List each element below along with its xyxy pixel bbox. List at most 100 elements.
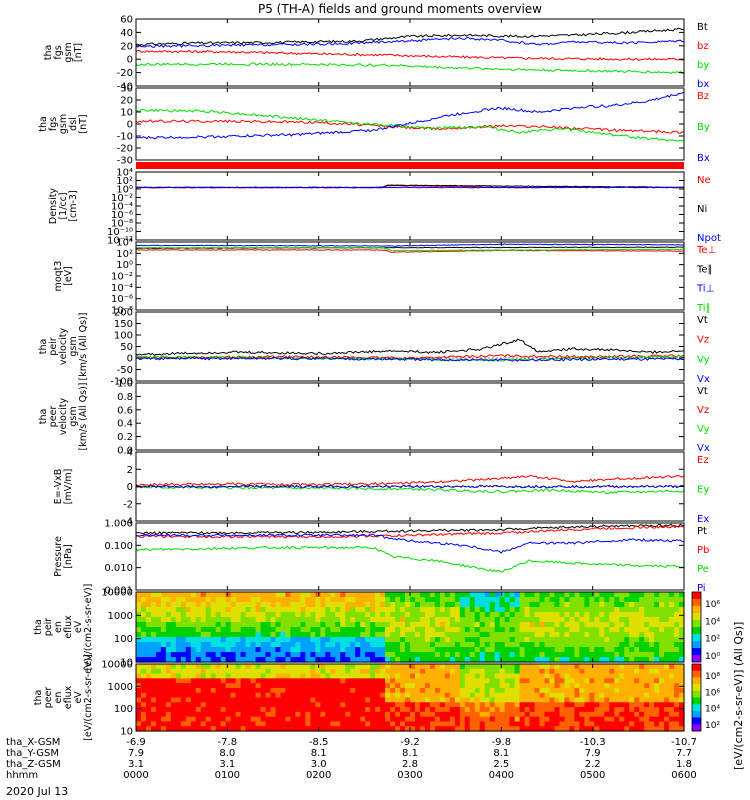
spectrogram-cell — [509, 647, 516, 653]
spectrogram-cell — [584, 711, 590, 718]
spectrogram-cell — [270, 664, 277, 670]
spectrogram-cell — [345, 664, 351, 670]
spectrogram-cell — [674, 657, 680, 663]
spectrogram-cell — [624, 683, 630, 689]
spectrogram-cell — [549, 716, 556, 723]
spectrogram-cell — [300, 607, 306, 613]
spectrogram-cell — [215, 637, 222, 643]
spectrogram-cell — [599, 622, 605, 628]
spectrogram-cell — [639, 726, 645, 732]
spectrogram-cell — [514, 627, 521, 633]
spectrogram-cell — [195, 702, 202, 708]
spectrogram-cell — [195, 673, 202, 679]
spectrogram-cell — [180, 664, 187, 670]
spectrogram-cell — [424, 592, 431, 598]
spectrogram-cell — [315, 617, 321, 623]
spectrogram-cell — [235, 711, 242, 718]
spectrogram-cell — [539, 716, 546, 723]
spectrogram-cell — [200, 632, 207, 638]
spectrogram-cell — [310, 664, 316, 670]
spectrogram-cell — [514, 657, 521, 663]
spectrogram-cell — [584, 664, 590, 670]
spectrogram-cell — [320, 692, 326, 699]
spectrogram-cell — [240, 592, 247, 598]
spectrogram-cell — [285, 668, 292, 675]
spectrogram-cell — [180, 697, 187, 703]
spectrogram-cell — [534, 637, 541, 643]
spectrogram-cell — [380, 702, 386, 708]
spectrogram-cell — [634, 592, 640, 598]
spectrogram-cell — [639, 642, 645, 648]
spectrogram-cell — [400, 647, 406, 653]
spectrogram-cell — [355, 721, 361, 727]
spectrogram-cell — [664, 702, 670, 708]
spectrogram-cell — [429, 668, 436, 675]
spectrogram-cell — [584, 692, 590, 699]
spectrogram-cell — [380, 617, 386, 623]
spectrogram-cell — [280, 632, 287, 638]
y-tick-label: 30 — [120, 84, 133, 95]
spectrogram-cell — [365, 592, 371, 598]
spectrogram-cell — [355, 702, 361, 708]
spectrogram-cell — [140, 607, 147, 613]
spectrogram-cell — [549, 592, 556, 598]
spectrogram-cell — [170, 657, 177, 663]
spectrogram-cell — [200, 597, 207, 603]
spectrogram-cell — [509, 664, 516, 670]
spectrogram-cell — [255, 687, 262, 694]
spectrogram-cell — [400, 711, 406, 718]
spectrogram-cell — [499, 632, 506, 638]
spectrogram-cell — [459, 642, 466, 648]
spectrogram-cell — [484, 617, 491, 623]
y-ticks: 1.00.80.60.40.20.0 — [117, 379, 685, 457]
spectrogram-cell — [619, 692, 625, 699]
spectrogram-cell — [385, 637, 391, 643]
spectrogram-cell — [295, 597, 301, 603]
spectrogram-cell — [454, 657, 461, 663]
spectrogram-cell — [554, 664, 561, 670]
spectrogram-cell — [140, 664, 147, 670]
spectrogram-cell — [584, 702, 590, 708]
spectrogram-cell — [290, 673, 297, 679]
spectrogram-cell — [674, 627, 680, 633]
spectrogram-cell — [370, 622, 376, 628]
spectrogram-cell — [145, 622, 152, 628]
spectrogram-cell — [150, 692, 157, 699]
spectrogram-cell — [300, 687, 306, 694]
legend-Vz: Vz — [697, 405, 709, 416]
spectrogram-cell — [410, 602, 416, 608]
spectrogram-cell — [549, 697, 556, 703]
spectrogram-cell — [150, 673, 157, 679]
spectrogram-cell — [220, 707, 227, 713]
spectrogram-cell — [265, 707, 272, 713]
spectrogram-cell — [150, 617, 157, 623]
spectrogram-cell — [414, 673, 421, 679]
ylabel-line: gsm — [58, 114, 69, 134]
spectrogram-cell — [190, 602, 197, 608]
spectrogram-cell — [559, 642, 566, 648]
spectrogram-cell — [340, 607, 346, 613]
spectrogram-cell — [524, 687, 531, 694]
spectrogram-cell — [594, 664, 600, 670]
spectrogram-cell — [410, 617, 416, 623]
spectrogram-cell — [584, 627, 590, 633]
spectrogram-cell — [619, 617, 625, 623]
spectrogram-cell — [494, 678, 501, 684]
spectrogram-cell — [499, 687, 506, 694]
y-tick-label: 10⁴ — [116, 168, 133, 179]
spectrogram-cell — [504, 673, 511, 679]
spectrogram-cell — [170, 627, 177, 633]
spectrogram-cell — [265, 592, 272, 598]
spectrogram-cell — [180, 632, 187, 638]
spectrogram-cell — [424, 683, 431, 689]
spectrogram-cell — [270, 647, 277, 653]
spectrogram-cell — [654, 652, 660, 658]
spectrogram-cell — [644, 652, 650, 658]
spectrogram-cell — [315, 673, 321, 679]
spectrogram-cell — [454, 726, 461, 732]
spectrogram-cell — [320, 657, 326, 663]
spectrogram-cell — [165, 687, 172, 694]
spectrogram-cell — [494, 642, 501, 648]
spectrogram-cell — [634, 678, 640, 684]
spectrogram-cell — [649, 612, 655, 618]
